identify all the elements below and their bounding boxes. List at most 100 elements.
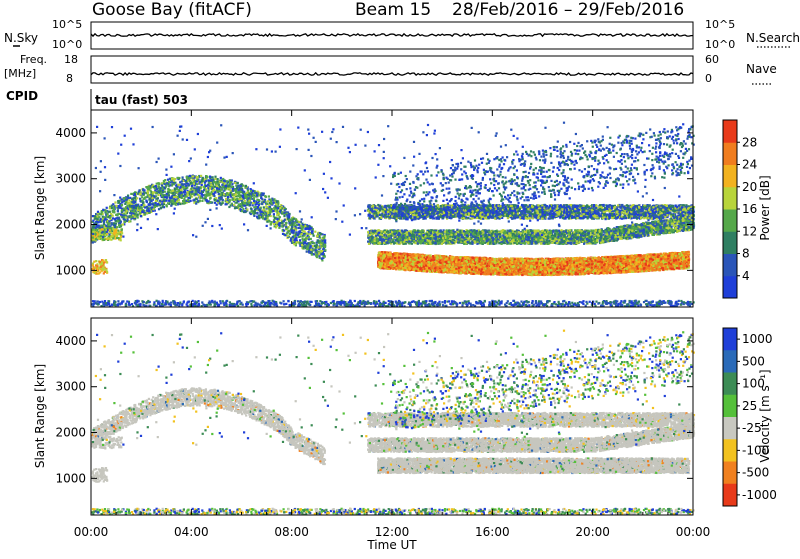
echo-cell [191, 186, 194, 189]
echo-cell [293, 241, 296, 244]
echo-cell [210, 183, 213, 186]
echo-cell [113, 231, 116, 234]
echo-cell [114, 224, 117, 227]
echo-cell [304, 227, 307, 231]
echo-cell [250, 191, 253, 194]
echo-cell [163, 201, 166, 204]
echo-cell [303, 234, 306, 237]
echo-cell [262, 212, 265, 215]
echo-cell [263, 210, 266, 213]
echo-cell [273, 225, 276, 228]
echo-cell [255, 200, 258, 203]
echo-cell [110, 227, 113, 230]
echo-cell [243, 210, 246, 213]
echo-cell [165, 199, 168, 202]
echo-cell [244, 184, 247, 187]
echo-cell [218, 202, 221, 205]
echo-cell [310, 248, 313, 251]
echo-cell [275, 224, 278, 227]
echo-cell [167, 180, 171, 183]
echo-cell [116, 210, 119, 213]
echo-cell [166, 202, 170, 205]
echo-cell [261, 201, 264, 204]
echo-cell [98, 237, 101, 240]
echo-cell [261, 209, 265, 212]
echo-cell [224, 200, 227, 203]
echo-cell [261, 198, 264, 201]
echo-cell [134, 197, 137, 200]
echo-cell [164, 194, 167, 197]
echo-cell [91, 262, 95, 265]
echo-cell [260, 214, 263, 217]
echo-cell [321, 233, 324, 236]
echo-cell [143, 213, 147, 216]
echo-cell [136, 197, 139, 200]
echo-cell [297, 235, 300, 238]
echo-cell [95, 220, 99, 223]
echo-cell [277, 214, 280, 217]
echo-cell [323, 233, 326, 237]
echo-cell [101, 261, 104, 264]
echo-cell [296, 234, 299, 237]
echo-cell [106, 226, 109, 229]
echo-cell [155, 192, 158, 195]
echo-cell [275, 226, 278, 229]
echo-cell [290, 229, 293, 232]
echo-cell [197, 200, 200, 203]
echo-cell [267, 211, 270, 214]
echo-cell [136, 215, 139, 218]
echo-cell [231, 198, 235, 201]
echo-cell [125, 209, 128, 212]
echo-cell [252, 194, 255, 197]
echo-cell [194, 188, 197, 192]
echo-cell [245, 204, 248, 207]
echo-cell [180, 180, 183, 183]
echo-cell [100, 266, 103, 269]
echo-cell [99, 265, 102, 268]
echo-cell [183, 188, 186, 191]
echo-cell [123, 198, 126, 201]
echo-cell [290, 227, 293, 230]
echo-cell [192, 182, 195, 185]
echo-cell [197, 187, 201, 190]
echo-cell [92, 226, 95, 229]
echo-cell [206, 175, 209, 179]
echo-cell [237, 195, 240, 198]
echo-cell [223, 179, 226, 182]
echo-cell [217, 193, 220, 196]
echo-cell [265, 210, 268, 213]
echo-cell [284, 221, 287, 225]
echo-cell [118, 204, 121, 208]
echo-cell [204, 196, 207, 199]
echo-cell [173, 178, 176, 181]
echo-cell [199, 181, 202, 184]
echo-cell [314, 251, 317, 254]
echo-cell [254, 211, 257, 214]
echo-cell [286, 227, 289, 230]
echo-cell [134, 210, 137, 213]
echo-cell [224, 188, 227, 191]
echo-cell [256, 212, 259, 215]
echo-cell [101, 215, 104, 218]
echo-cell [106, 215, 109, 218]
echo-cell [132, 201, 135, 204]
echo-cell [120, 209, 123, 212]
echo-cell [269, 210, 272, 213]
echo-cell [145, 205, 148, 208]
echo-cell [161, 187, 164, 190]
echo-cell [323, 241, 327, 244]
echo-cell [161, 205, 164, 208]
echo-cell [311, 241, 314, 244]
echo-cell [235, 189, 238, 192]
echo-cell [169, 181, 172, 184]
echo-cell [308, 238, 311, 241]
echo-cell [280, 204, 283, 207]
echo-cell [297, 241, 300, 244]
echo-cell [130, 212, 133, 215]
echo-cell [121, 232, 124, 235]
echo-cell [136, 206, 140, 209]
echo-cell [95, 213, 98, 216]
echo-cell [153, 209, 156, 212]
echo-cell [226, 197, 230, 200]
nsearch-tick-top: 10^5 [705, 18, 735, 31]
